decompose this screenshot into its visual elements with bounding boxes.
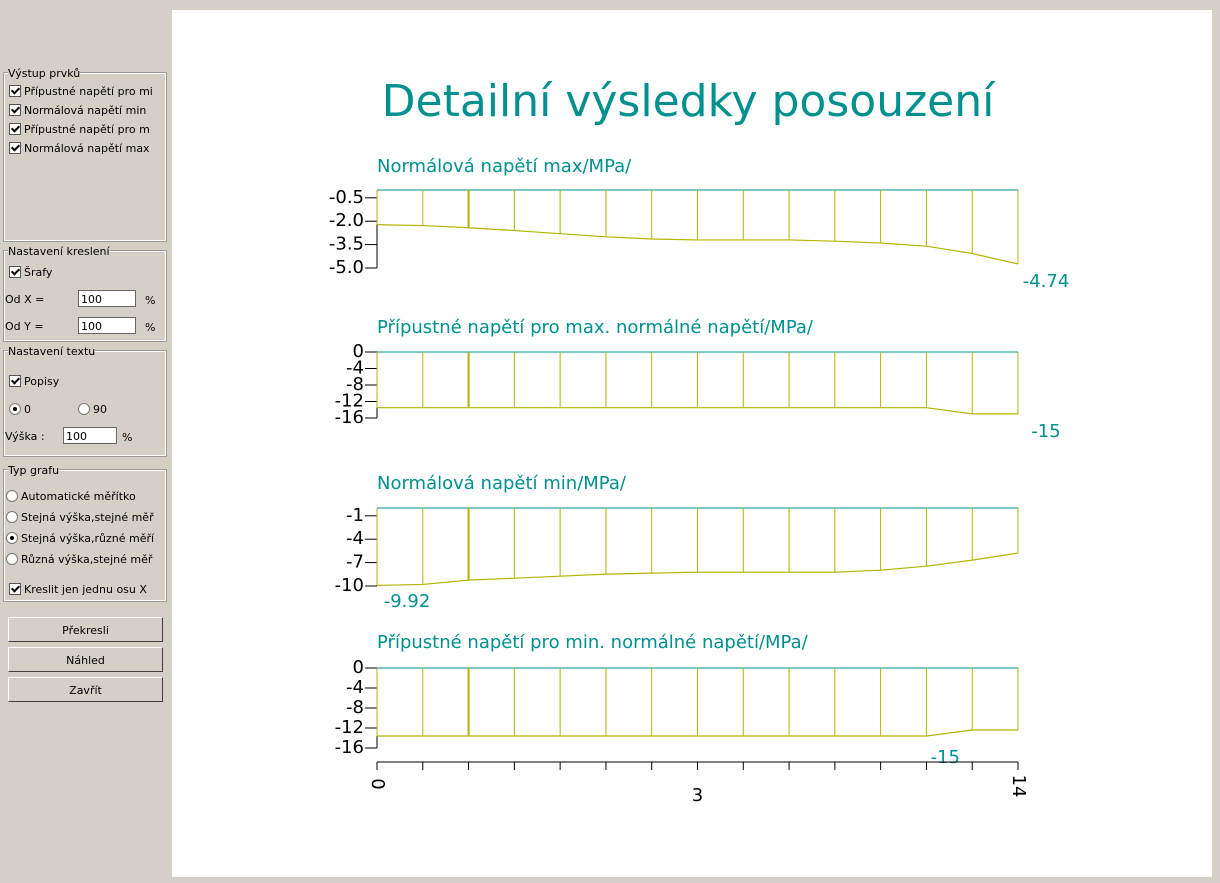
- value-annotation: -9.92: [384, 591, 431, 612]
- chart-title: Přípustné napětí pro max. normálné napět…: [377, 317, 814, 338]
- y-tick-label: -4: [346, 358, 364, 379]
- checkbox-label[interactable]: Normálová napětí max: [24, 142, 150, 155]
- y-tick-label: -12: [335, 717, 364, 738]
- y-tick-label: -5.0: [329, 257, 364, 278]
- checkbox[interactable]: [9, 123, 21, 135]
- radio[interactable]: [9, 403, 21, 415]
- radio-label[interactable]: Stejná výška,různé měří: [21, 532, 155, 545]
- value-annotation: -15: [1031, 421, 1060, 442]
- checkbox[interactable]: [9, 266, 21, 278]
- radio-label[interactable]: Různá výška,stejné měř: [21, 553, 153, 566]
- value-line: [376, 552, 1019, 586]
- checkbox[interactable]: [9, 85, 21, 97]
- radio-label[interactable]: 0: [24, 403, 31, 416]
- spin-input[interactable]: 100: [63, 427, 117, 444]
- checkbox-label[interactable]: Kreslit jen jednu osu X: [24, 583, 147, 596]
- checkbox-label[interactable]: Šrafy: [24, 266, 53, 279]
- checkbox-label[interactable]: Přípustné napětí pro mi: [24, 85, 153, 98]
- radio[interactable]: [6, 490, 18, 502]
- radio-label[interactable]: Stejná výška,stejné měř: [21, 511, 154, 524]
- radio[interactable]: [78, 403, 90, 415]
- button[interactable]: Náhled: [8, 647, 163, 672]
- unit: %: [122, 431, 133, 444]
- y-tick-label: -1: [346, 505, 364, 526]
- group-title: Nastavení kreslení: [8, 245, 110, 258]
- value-line: [377, 729, 1018, 737]
- checkbox[interactable]: [9, 375, 21, 387]
- checkbox[interactable]: [9, 583, 21, 595]
- checkbox[interactable]: [9, 104, 21, 116]
- value-annotation: -15: [931, 747, 960, 768]
- input[interactable]: 100: [78, 317, 136, 334]
- field-label: Výška :: [5, 430, 45, 443]
- y-tick-label: -16: [335, 737, 364, 758]
- drawing-canvas: [172, 10, 1212, 877]
- button[interactable]: Překresli: [8, 617, 163, 642]
- chart-title: Normálová napětí max/MPa/: [377, 156, 632, 177]
- radio-label[interactable]: Automatické měřítko: [21, 490, 136, 503]
- y-tick-label: 0: [353, 341, 364, 362]
- y-tick-label: -4: [346, 677, 364, 698]
- group-output: [3, 72, 167, 242]
- radio[interactable]: [6, 553, 18, 565]
- y-tick-label: 0: [353, 657, 364, 678]
- field-label: Od X =: [5, 293, 45, 306]
- y-tick-label: -3.5: [329, 234, 364, 255]
- x-tick-label: 0: [367, 778, 388, 789]
- x-tick-label: 14: [1008, 775, 1029, 798]
- group-title: Typ grafu: [8, 464, 60, 477]
- value-line: [377, 407, 1018, 415]
- button[interactable]: Zavřít: [8, 677, 163, 702]
- y-tick-label: -7: [346, 552, 364, 573]
- group-title: Výstup prvků: [8, 67, 81, 80]
- chart-title: Normálová napětí min/MPa/: [377, 473, 627, 494]
- y-tick-label: -12: [335, 391, 364, 412]
- input[interactable]: 100: [78, 290, 136, 307]
- field-label: Od Y =: [5, 320, 44, 333]
- group-title: Nastavení textu: [8, 345, 96, 358]
- checkbox-label[interactable]: Přípustné napětí pro m: [24, 123, 150, 136]
- checkbox-label[interactable]: Normálová napětí min: [24, 104, 147, 117]
- value-line: [376, 224, 1019, 265]
- y-tick-label: -8: [346, 697, 364, 718]
- y-tick-label: -2.0: [329, 210, 364, 231]
- y-tick-label: -4: [346, 528, 364, 549]
- y-tick-label: -16: [335, 407, 364, 428]
- unit: %: [145, 321, 156, 334]
- y-tick-label: -10: [335, 575, 364, 596]
- x-tick-label: 3: [692, 785, 703, 806]
- y-tick-label: -0.5: [329, 187, 364, 208]
- value-annotation: -4.74: [1023, 271, 1070, 292]
- checkbox[interactable]: [9, 142, 21, 154]
- radio[interactable]: [6, 532, 18, 544]
- y-tick-label: -8: [346, 374, 364, 395]
- checkbox-label[interactable]: Popisy: [24, 375, 60, 388]
- radio[interactable]: [6, 511, 18, 523]
- chart-title: Přípustné napětí pro min. normálné napět…: [377, 632, 809, 653]
- radio-label[interactable]: 90: [93, 403, 107, 416]
- group-graph-type: [3, 469, 167, 602]
- page-title: Detailní výsledky posouzení: [382, 76, 997, 127]
- unit: %: [145, 294, 156, 307]
